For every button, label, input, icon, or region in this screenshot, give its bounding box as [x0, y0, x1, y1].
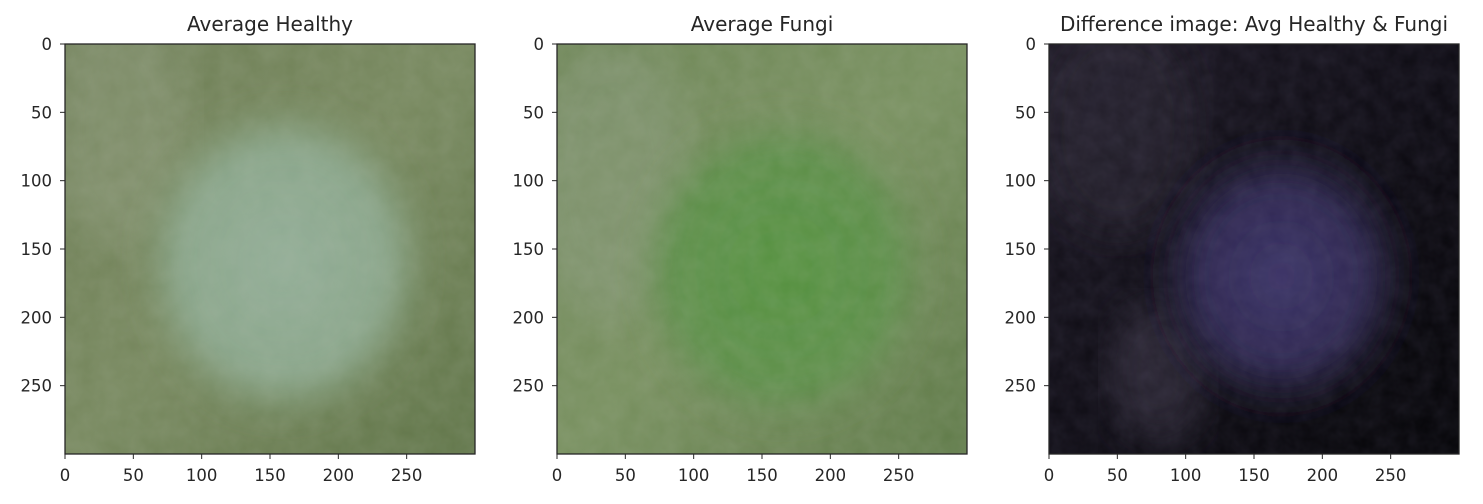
y-tick-label: 200 [1005, 308, 1037, 327]
x-tick-label: 250 [391, 466, 423, 485]
texture [1049, 44, 1459, 454]
y-tick-label: 100 [21, 172, 53, 191]
y-tick-label: 50 [1015, 103, 1036, 122]
x-tick-label: 250 [1375, 466, 1407, 485]
image-area [65, 44, 475, 454]
y-tick-label: 0 [42, 35, 53, 54]
x-tick-label: 200 [323, 466, 355, 485]
x-tick-label: 50 [1107, 466, 1128, 485]
y-tick-label: 250 [1005, 377, 1037, 396]
x-tick-label: 150 [1238, 466, 1270, 485]
x-tick-label: 100 [678, 466, 710, 485]
y-tick-label: 150 [1005, 240, 1037, 259]
y-tick-label: 150 [21, 240, 53, 259]
x-tick-label: 150 [254, 466, 286, 485]
x-tick-label: 200 [1307, 466, 1339, 485]
x-tick-label: 0 [552, 466, 563, 485]
y-tick-label: 200 [21, 308, 53, 327]
x-tick-label: 100 [1170, 466, 1202, 485]
x-tick-label: 200 [815, 466, 847, 485]
image-area [1049, 44, 1459, 454]
y-tick-label: 50 [523, 103, 544, 122]
y-tick-label: 250 [21, 377, 53, 396]
y-tick-label: 250 [513, 377, 545, 396]
y-tick-label: 100 [1005, 172, 1037, 191]
y-tick-label: 150 [513, 240, 545, 259]
x-tick-label: 250 [883, 466, 915, 485]
y-tick-label: 100 [513, 172, 545, 191]
x-tick-label: 100 [186, 466, 218, 485]
x-tick-label: 50 [615, 466, 636, 485]
panel-title: Difference image: Avg Healthy & Fungi [1059, 12, 1449, 36]
y-tick-label: 0 [534, 35, 545, 54]
panel-title: Average Healthy [187, 12, 353, 36]
y-tick-label: 0 [1026, 35, 1037, 54]
x-tick-label: 50 [123, 466, 144, 485]
x-tick-label: 0 [60, 466, 71, 485]
panel-title: Average Fungi [690, 12, 834, 36]
texture [65, 44, 475, 454]
x-tick-label: 150 [746, 466, 778, 485]
y-tick-label: 50 [31, 103, 52, 122]
texture [557, 44, 967, 454]
image-area [557, 44, 967, 454]
panel-average-healthy: Average Healthy [0, 0, 494, 504]
y-tick-label: 200 [513, 308, 545, 327]
x-tick-label: 0 [1044, 466, 1055, 485]
